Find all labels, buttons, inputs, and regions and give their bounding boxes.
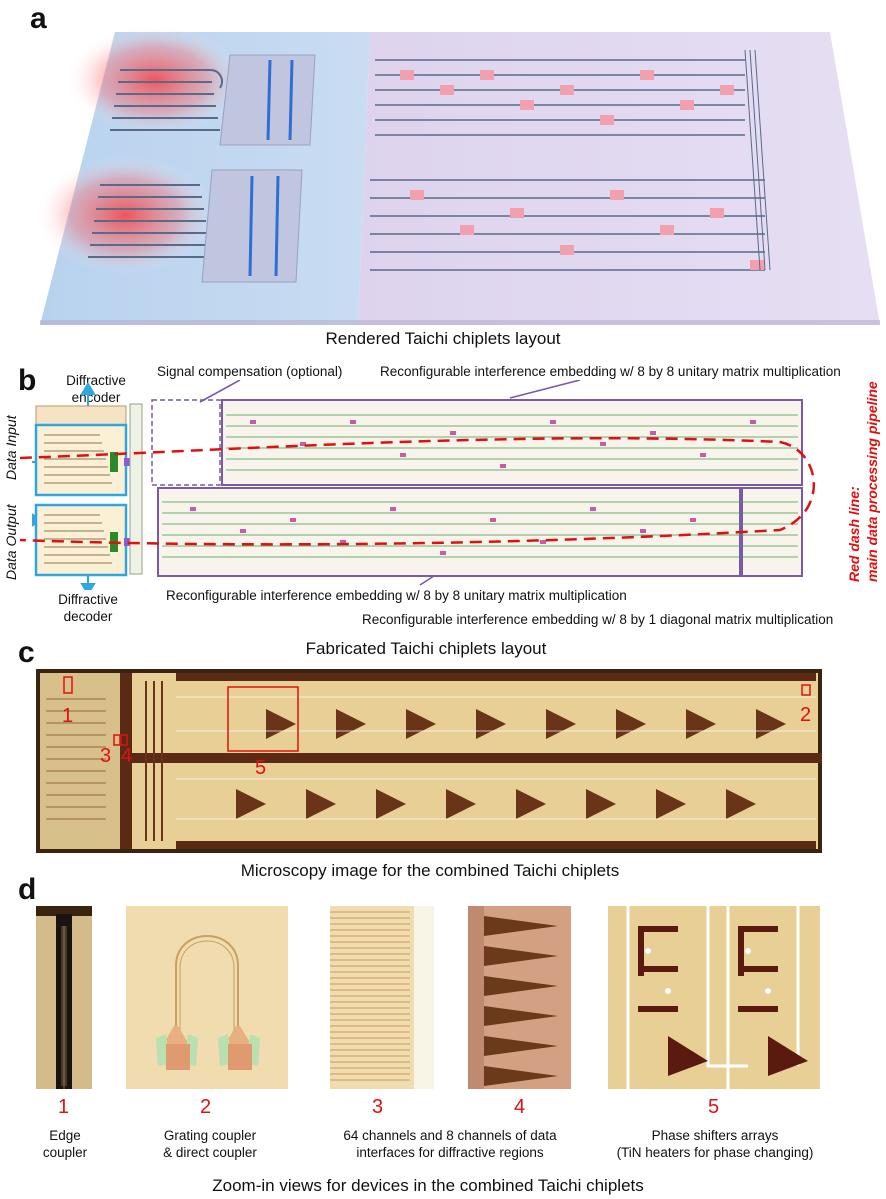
fabricated-layout-diagram bbox=[20, 380, 816, 590]
marker-4: 4 bbox=[121, 745, 133, 767]
data-output-label: Data Output bbox=[3, 504, 19, 581]
red-dash-title: Red dash line: bbox=[846, 486, 862, 582]
edge-coupler-image bbox=[36, 906, 92, 1089]
microscopy-image bbox=[36, 669, 822, 853]
item-3-number: 3 bbox=[372, 1096, 384, 1118]
marker-3: 3 bbox=[100, 745, 112, 767]
phase-shifters-image bbox=[608, 906, 820, 1089]
item-3-label: 64 channels and 8 channels of data bbox=[343, 1128, 557, 1143]
item-5-label: Phase shifters arrays (TiN heaters for p… bbox=[616, 1128, 814, 1160]
diffractive-encoder-label: Diffractive encoder bbox=[66, 373, 126, 405]
panel-a-caption: Rendered Taichi chiplets layout bbox=[325, 329, 561, 348]
embedding-top-label: Reconfigurable interference embedding w/… bbox=[380, 364, 841, 379]
panel-b-caption: Fabricated Taichi chiplets layout bbox=[305, 639, 547, 658]
item-5-number: 5 bbox=[708, 1096, 720, 1118]
channels-8-image bbox=[468, 906, 571, 1089]
red-dash-subtitle: main data processing pipeline bbox=[864, 381, 880, 582]
panel-b-letter: b bbox=[18, 364, 37, 397]
embedding-bottom-label: Reconfigurable interference embedding w/… bbox=[166, 588, 627, 603]
panel-a-letter: a bbox=[30, 2, 47, 35]
data-input-label: Data Input bbox=[3, 415, 19, 480]
marker-5: 5 bbox=[255, 757, 267, 779]
marker-1: 1 bbox=[62, 705, 74, 727]
panel-d-caption: Zoom-in views for devices in the combine… bbox=[212, 1176, 644, 1195]
item-2-number: 2 bbox=[200, 1096, 212, 1118]
diffractive-decoder-label: Diffractive decoder bbox=[58, 592, 118, 624]
rendered-chiplet-illustration bbox=[40, 25, 880, 325]
embedding-diag-label: Reconfigurable interference embedding w/… bbox=[362, 612, 834, 627]
signal-compensation-label: Signal compensation (optional) bbox=[157, 364, 343, 379]
item-4-label: interfaces for diffractive regions bbox=[356, 1145, 544, 1160]
marker-2: 2 bbox=[800, 704, 812, 726]
grating-coupler-image bbox=[126, 906, 288, 1089]
item-1-label: Edge coupler bbox=[42, 1128, 88, 1160]
item-1-number: 1 bbox=[58, 1096, 70, 1118]
channels-64-image bbox=[330, 906, 434, 1089]
item-4-number: 4 bbox=[514, 1096, 526, 1118]
item-2-label: Grating coupler & direct coupler bbox=[163, 1128, 257, 1160]
panel-d-letter: d bbox=[18, 873, 37, 906]
panel-c-letter: c bbox=[18, 636, 35, 669]
panel-c-caption: Microscopy image for the combined Taichi… bbox=[240, 861, 620, 880]
